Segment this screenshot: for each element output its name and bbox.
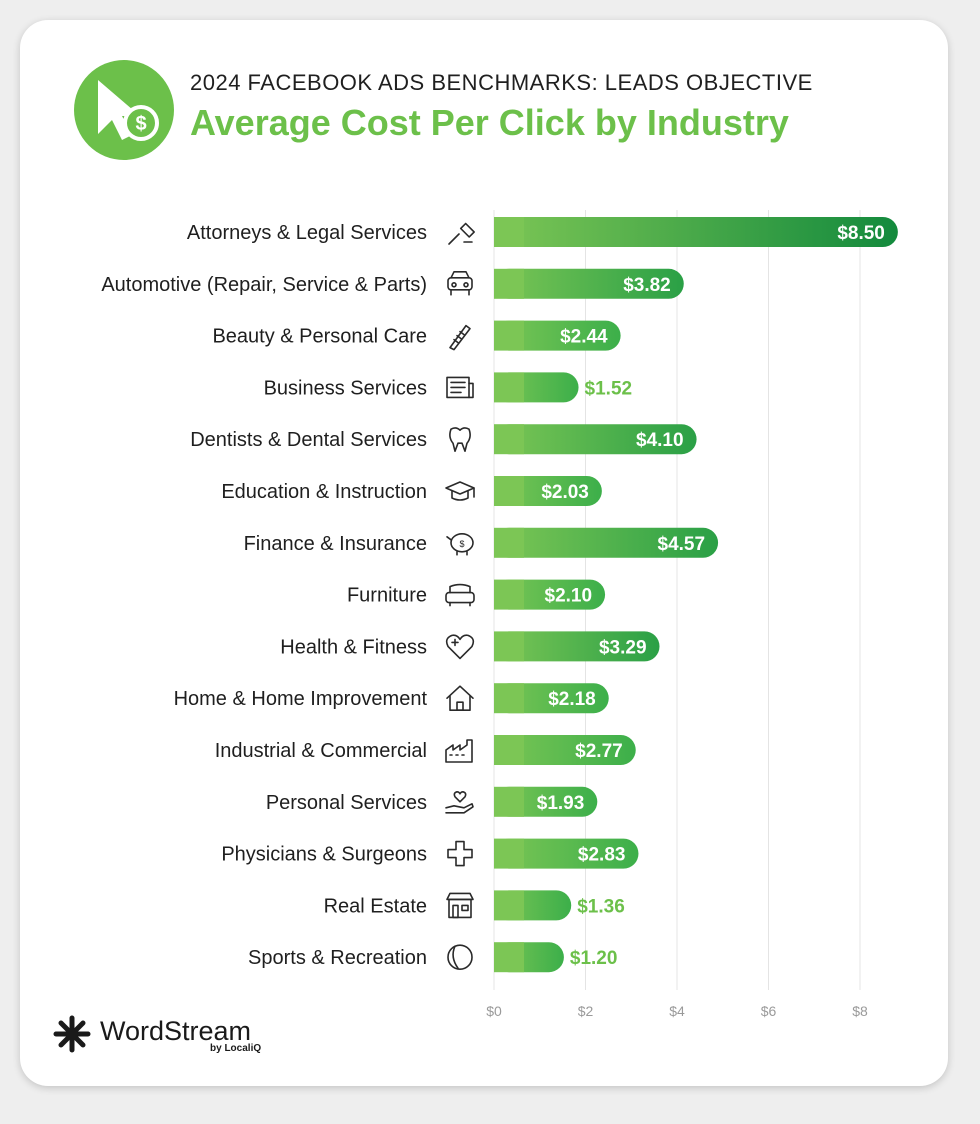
bar-left-cap: [494, 838, 524, 869]
value-label: $2.77: [575, 741, 623, 762]
category-label: Personal Services: [266, 792, 427, 814]
cursor-dollar-icon: $: [98, 80, 159, 141]
category-label: Dentists & Dental Services: [190, 429, 427, 451]
bar-left-cap: [494, 527, 524, 558]
piggy-bank-icon: $: [446, 532, 474, 556]
bar-left-cap: [494, 942, 524, 973]
bar-left-cap: [494, 320, 524, 351]
cursor-dollar-logo: $: [74, 60, 174, 160]
value-label: $4.57: [658, 534, 706, 555]
medical-cross-icon: [447, 840, 473, 867]
value-label: $2.44: [560, 327, 608, 348]
graduation-cap-icon: [445, 481, 475, 501]
infographic-card: [20, 20, 948, 1086]
value-label: $3.29: [599, 637, 647, 658]
value-label: $1.52: [585, 378, 633, 399]
category-label: Sports & Recreation: [248, 947, 427, 969]
x-tick-label: $0: [486, 1003, 502, 1019]
newspaper-icon: [446, 376, 474, 399]
value-label: $8.50: [837, 223, 885, 244]
x-tick-label: $6: [761, 1003, 777, 1019]
car-icon: [447, 270, 473, 296]
x-tick-label: $8: [852, 1003, 868, 1019]
bar-left-cap: [494, 735, 524, 765]
brand-subtitle: by LocaliQ: [210, 1043, 262, 1054]
category-label: Industrial & Commercial: [215, 740, 427, 762]
bar-left-cap: [494, 786, 524, 817]
bar-left-cap: [494, 424, 524, 455]
bar-left-cap: [494, 217, 524, 247]
bar: [494, 838, 639, 869]
brand-name: WordStream: [100, 1016, 252, 1046]
category-label: Home & Home Improvement: [174, 688, 428, 710]
value-label: $2.10: [545, 586, 593, 607]
bar-left-cap: [494, 268, 524, 299]
category-label: Finance & Insurance: [244, 533, 427, 555]
bar: [494, 424, 697, 455]
tooth-icon: [449, 427, 471, 453]
category-label: Physicians & Surgeons: [221, 844, 427, 866]
value-label: $2.03: [541, 482, 589, 503]
bar: [494, 320, 621, 351]
value-label: $4.10: [636, 430, 684, 451]
chart-subtitle: 2024 FACEBOOK ADS BENCHMARKS: LEADS OBJE…: [190, 70, 813, 95]
heart-plus-icon: [445, 634, 475, 660]
x-tick-label: $4: [669, 1003, 685, 1019]
category-label: Education & Instruction: [221, 481, 427, 503]
category-label: Business Services: [264, 377, 427, 399]
wordstream-logo-icon: [53, 1015, 91, 1053]
bar: [494, 268, 684, 299]
ball-icon: [447, 944, 473, 971]
value-label: $1.93: [537, 793, 585, 814]
storefront-icon: [446, 892, 474, 919]
chart-title: Average Cost Per Click by Industry: [190, 102, 789, 143]
category-label: Furniture: [347, 585, 427, 607]
value-label: $1.20: [570, 948, 618, 969]
bar-left-cap: [494, 476, 524, 506]
category-label: Attorneys & Legal Services: [187, 222, 427, 244]
gavel-icon: [448, 222, 475, 245]
bar: [494, 527, 719, 558]
house-icon: [446, 685, 474, 712]
hand-heart-icon: [445, 790, 474, 814]
bar: [494, 217, 898, 247]
bar-left-cap: [494, 890, 524, 921]
armchair-icon: [445, 583, 475, 607]
bar-left-cap: [494, 372, 524, 403]
x-tick-label: $2: [578, 1003, 594, 1019]
value-label: $2.83: [578, 845, 626, 866]
comb-icon: [449, 324, 471, 351]
svg-text:$: $: [459, 539, 464, 549]
svg-text:$: $: [135, 113, 146, 135]
category-label: Beauty & Personal Care: [212, 326, 427, 348]
bar: [494, 631, 660, 662]
value-label: $3.82: [623, 275, 671, 296]
category-label: Real Estate: [324, 895, 427, 917]
value-label: $1.36: [577, 896, 625, 917]
factory-icon: [445, 739, 473, 763]
value-label: $2.18: [548, 689, 596, 710]
bar-left-cap: [494, 683, 524, 714]
bar: [494, 735, 636, 765]
category-label: Health & Fitness: [280, 636, 427, 658]
bar-left-cap: [494, 579, 524, 610]
bar-left-cap: [494, 631, 524, 662]
category-label: Automotive (Repair, Service & Parts): [101, 274, 427, 296]
